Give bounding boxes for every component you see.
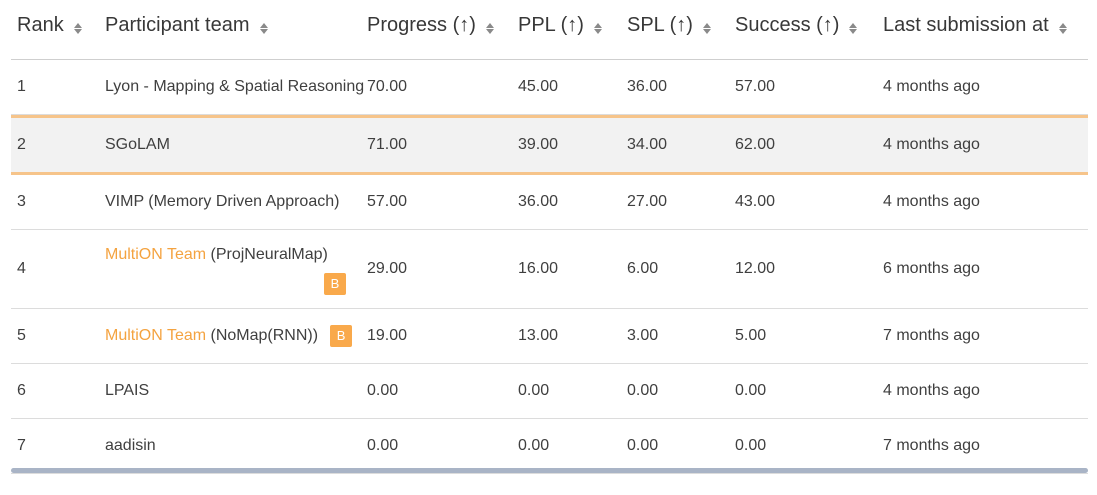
sort-icon[interactable] [702,23,711,34]
ppl-cell: 36.00 [518,193,559,210]
team-method: (ProjNeuralMap) [206,246,328,263]
table-header: Rank Participant team Progress (↑) PPL (… [11,0,1088,60]
ppl-cell: 45.00 [518,78,559,95]
header-rank-label: Rank [17,14,64,36]
progress-cell: 70.00 [367,78,408,95]
sort-icon[interactable] [1058,23,1067,34]
spl-cell: 36.00 [627,78,668,95]
sort-icon[interactable] [849,23,858,34]
header-last-submission[interactable]: Last submission at [877,0,1088,37]
progress-cell: 19.00 [367,327,408,344]
header-success[interactable]: Success (↑) [729,0,877,37]
last-submission-cell: 6 months ago [883,260,980,277]
progress-cell: 0.00 [367,382,399,399]
last-submission-cell: 4 months ago [883,382,980,399]
header-rank[interactable]: Rank [11,0,99,37]
baseline-badge: B [330,325,353,347]
rank-cell: 3 [17,193,26,210]
rank-cell: 6 [17,382,26,399]
spl-cell: 3.00 [627,327,659,344]
spl-cell: 0.00 [627,437,659,454]
header-success-label: Success (↑) [735,14,840,36]
team-cell: Lyon - Mapping & Spatial Reasoning [105,78,365,95]
header-team-label: Participant team [105,14,250,36]
spl-cell: 34.00 [627,136,668,153]
rank-cell: 2 [17,136,26,153]
ppl-cell: 39.00 [518,136,559,153]
header-spl-label: SPL (↑) [627,14,693,36]
team-cell: VIMP (Memory Driven Approach) [105,193,340,210]
ppl-cell: 0.00 [518,382,550,399]
rank-cell: 5 [17,327,26,344]
leaderboard-table: Rank Participant team Progress (↑) PPL (… [11,0,1088,474]
last-submission-cell: 4 months ago [883,193,980,210]
last-submission-cell: 7 months ago [883,437,980,454]
spl-cell: 0.00 [627,382,659,399]
header-progress-label: Progress (↑) [367,14,476,36]
ppl-cell: 16.00 [518,260,559,277]
rank-cell: 4 [17,260,26,277]
team-cell: SGoLAM [105,136,170,153]
success-cell: 0.00 [735,382,767,399]
last-submission-cell: 4 months ago [883,78,980,95]
table-row: 6 LPAIS 0.00 0.00 0.00 0.00 4 months ago [11,364,1088,419]
header-ppl[interactable]: PPL (↑) [512,0,621,37]
table-row: 4 MultiON Team (ProjNeuralMap) B 29.00 1… [11,230,1088,309]
success-cell: 57.00 [735,78,776,95]
success-cell: 12.00 [735,260,776,277]
team-cell: aadisin [105,437,156,454]
sort-icon[interactable] [259,23,268,34]
table-row: 3 VIMP (Memory Driven Approach) 57.00 36… [11,175,1088,230]
sort-icon[interactable] [73,23,82,34]
header-team[interactable]: Participant team [99,0,361,37]
success-cell: 0.00 [735,437,767,454]
progress-cell: 57.00 [367,193,408,210]
team-cell: MultiON Team (NoMap(RNN)) B [99,325,361,347]
team-link[interactable]: MultiON Team [105,327,207,345]
table-row: 7 aadisin 0.00 0.00 0.00 0.00 7 months a… [11,419,1088,474]
success-cell: 62.00 [735,136,776,153]
sort-icon[interactable] [593,23,602,34]
success-cell: 5.00 [735,327,767,344]
last-submission-cell: 4 months ago [883,136,980,153]
rank-cell: 7 [17,437,26,454]
horizontal-scrollbar[interactable] [11,468,1088,473]
team-link[interactable]: MultiON Team [105,246,207,263]
ppl-cell: 0.00 [518,437,550,454]
header-last-label: Last submission at [883,14,1049,36]
ppl-cell: 13.00 [518,327,559,344]
sort-icon[interactable] [485,23,494,34]
progress-cell: 0.00 [367,437,399,454]
team-cell: LPAIS [105,382,150,399]
success-cell: 43.00 [735,193,776,210]
baseline-badge: B [324,273,346,295]
table-row: 1 Lyon - Mapping & Spatial Reasoning 70.… [11,60,1088,115]
team-cell: MultiON Team (ProjNeuralMap) B [99,230,361,308]
header-ppl-label: PPL (↑) [518,14,584,36]
table-row: 5 MultiON Team (NoMap(RNN)) B 19.00 13.00… [11,309,1088,364]
progress-cell: 71.00 [367,136,408,153]
header-progress[interactable]: Progress (↑) [361,0,512,37]
header-spl[interactable]: SPL (↑) [621,0,729,37]
table-row-highlighted: 2 SGoLAM 71.00 39.00 34.00 62.00 4 month… [11,115,1088,175]
team-line: MultiON Team (ProjNeuralMap) [105,246,328,264]
spl-cell: 27.00 [627,193,668,210]
last-submission-cell: 7 months ago [883,327,980,344]
progress-cell: 29.00 [367,260,408,277]
rank-cell: 1 [17,78,26,95]
spl-cell: 6.00 [627,260,659,277]
team-method: (NoMap(RNN)) [206,327,319,345]
team-wrap: MultiON Team (ProjNeuralMap) B [105,230,361,308]
